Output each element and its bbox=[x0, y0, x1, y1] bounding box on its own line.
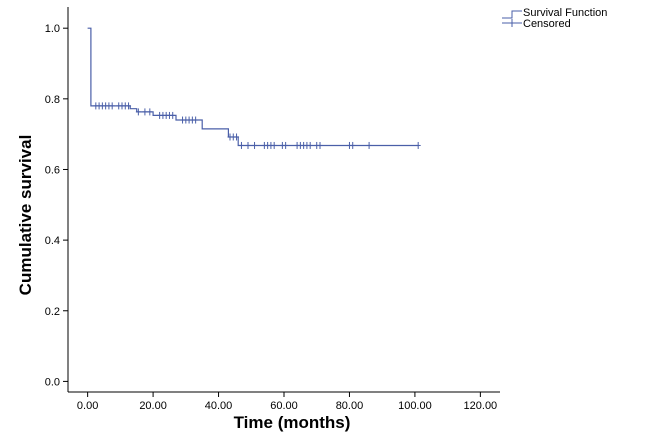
censored-marker bbox=[234, 133, 240, 141]
y-axis-title: Cumulative survival bbox=[16, 135, 35, 296]
x-tick-label: 40.00 bbox=[205, 400, 233, 412]
x-tick-label: 80.00 bbox=[336, 400, 364, 412]
censored-marker bbox=[366, 141, 372, 149]
x-tick-label: 20.00 bbox=[139, 400, 167, 412]
plot-area bbox=[87, 27, 421, 149]
y-tick-label: 0.4 bbox=[45, 235, 60, 247]
legend: Survival Function Censored bbox=[502, 7, 607, 30]
censored-marker bbox=[271, 141, 277, 149]
censored-marker bbox=[170, 111, 176, 119]
y-tick-label: 0.6 bbox=[45, 164, 60, 176]
censored-marker bbox=[142, 108, 148, 116]
x-tick-label: 100.00 bbox=[398, 400, 432, 412]
y-tick-label: 0.8 bbox=[45, 94, 60, 106]
y-tick-label: 1.0 bbox=[45, 23, 60, 35]
censored-marker bbox=[415, 141, 421, 149]
censored-marker bbox=[350, 141, 356, 149]
censored-marker bbox=[317, 141, 323, 149]
legend-censored-label: Censored bbox=[523, 18, 571, 30]
censored-marker bbox=[307, 141, 313, 149]
y-tick-label: 0.2 bbox=[45, 306, 60, 318]
censored-marker bbox=[109, 102, 115, 110]
censored-marker bbox=[147, 108, 153, 116]
ticks-group: 0.00 20.00 40.00 60.00 80.00 100.00 120.00 0.0 0… bbox=[45, 23, 497, 412]
x-tick-label: 120.00 bbox=[464, 400, 498, 412]
censored-marker bbox=[126, 102, 132, 110]
censored-marker bbox=[193, 116, 199, 124]
censored-marker bbox=[135, 108, 141, 116]
x-tick-label: 0.00 bbox=[77, 400, 98, 412]
legend-survival-label: Survival Function bbox=[523, 7, 607, 19]
censored-marker bbox=[245, 141, 251, 149]
legend-survival-swatch bbox=[502, 10, 522, 19]
censored-marker bbox=[283, 141, 289, 149]
censored-marker bbox=[238, 141, 244, 149]
x-axis-title: Time (months) bbox=[234, 413, 351, 432]
censored-marker bbox=[252, 141, 258, 149]
y-tick-label: 0.0 bbox=[45, 376, 60, 388]
x-tick-label: 60.00 bbox=[270, 400, 298, 412]
